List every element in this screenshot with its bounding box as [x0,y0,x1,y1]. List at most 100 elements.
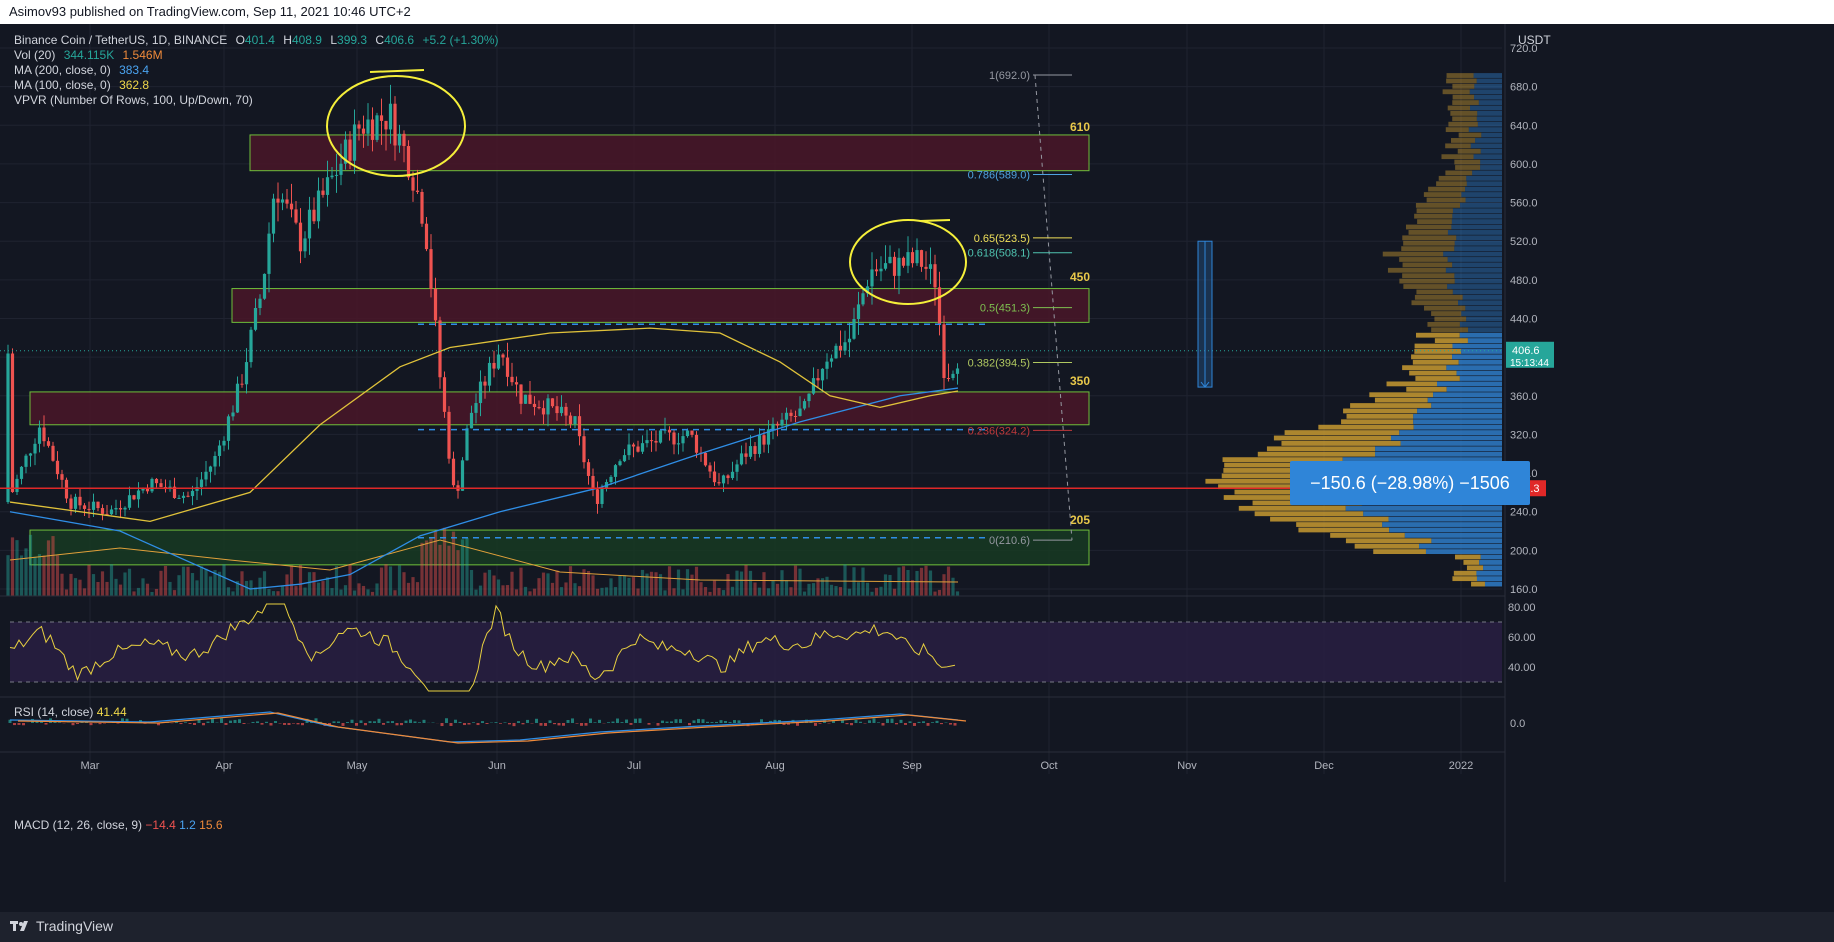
volume-bar [762,572,766,596]
volume-bar [528,591,532,596]
candle-body [199,479,204,488]
vpvr-bar-up [1456,235,1502,241]
vpvr-legend[interactable]: VPVR (Number Of Rows, 100, Up/Down, 70) [14,93,258,108]
volume-bar [496,579,501,596]
volume-bar [123,572,127,596]
volume-bar [451,531,456,596]
volume-bar [181,566,186,596]
vpvr-bar-up [1459,332,1502,338]
candle-body [825,361,829,369]
volume-bar [649,571,654,596]
volume-bar [388,566,393,596]
vpvr-bar-up [1388,516,1502,522]
vpvr-bar-up [1436,381,1502,387]
macd-histogram-bar [544,723,547,726]
macd-histogram-bar [697,718,700,723]
vpvr-bar-up [1467,338,1502,344]
vpvr-bar-up [1462,294,1502,300]
volume-bar [298,564,303,596]
macd-histogram-bar [400,723,403,726]
symbol-legend[interactable]: Binance Coin / TetherUS, 1D, BINANCE O40… [14,33,504,48]
candle-body [465,428,469,461]
volume-bar [352,590,357,596]
volume-bar [514,589,519,596]
candle-body [789,412,793,417]
volume-bar [258,577,262,596]
volume-bar [789,587,793,596]
symbol-name: Binance Coin / TetherUS, 1D, BINANCE [14,33,228,47]
vpvr-bar-up [1427,397,1502,403]
ma200-legend[interactable]: MA (200, close, 0) 383.4 [14,63,154,78]
vol-legend[interactable]: Vol (20) 344.115K 1.546M [14,48,168,63]
candle-body [330,175,334,178]
candle-body [802,401,807,409]
vpvr-bar-up [1476,570,1502,576]
candle-body [748,446,753,457]
volume-bar [235,581,240,596]
macd-histogram-bar [395,723,399,726]
volume-bar [357,583,361,596]
candle-body [609,476,613,483]
volume-bar [105,581,109,596]
macd-histogram-bar [553,723,556,725]
volume-bar [829,584,834,596]
candle-body [510,376,514,383]
volume-bar [87,564,91,596]
macd-histogram-bar [193,723,196,726]
macd-histogram-bar [359,720,363,723]
candle-body [375,115,379,140]
vpvr-bar-up [1452,208,1502,214]
candle-body [730,471,735,479]
volume-bar [775,583,780,596]
vpvr-bar-down [1416,208,1453,214]
macd-histogram-bar [868,720,871,723]
vpvr-bar-down [1445,127,1469,133]
volume-bar [397,565,402,596]
volume-bar [699,582,703,596]
vpvr-bar-up [1447,284,1502,289]
candle-body [361,128,366,134]
volume-bar [478,585,483,596]
ma100-legend[interactable]: MA (100, close, 0) 362.8 [14,78,154,93]
macd-histogram-bar [931,722,934,723]
vpvr-bar-down [1415,202,1461,208]
macd-legend[interactable]: MACD (12, 26, close, 9) −14.4 1.2 15.6 [14,818,223,833]
rsi-legend[interactable]: RSI (14, close) 41.44 [14,705,127,720]
volume-bar [906,569,910,596]
macd-histogram-bar [719,720,723,723]
volume-bar [870,591,874,596]
candles [6,84,960,521]
macd-histogram-bar [710,722,714,723]
candle-body [820,368,825,381]
vpvr-bar-up [1477,121,1502,127]
candle-body [933,264,937,288]
macd-signal-line [17,712,967,744]
ma100-value: 362.8 [119,78,150,92]
candle-body [136,490,141,500]
volume-bar [411,577,415,596]
time-axis-label: Jun [488,760,506,772]
candle-body [897,257,901,276]
macd-histogram-bar [413,721,417,723]
volume-bar [361,585,366,596]
macd-histogram-bar [409,719,412,723]
candle-body [82,505,87,509]
candle-body [172,486,177,499]
candle-body [636,446,640,452]
vpvr-bar-down [1428,186,1466,192]
volume-bar [429,537,433,596]
volume-bar [550,582,555,596]
candle-body [303,238,307,252]
candle-body [420,191,424,224]
volume-bar [280,585,285,596]
chart-canvas[interactable]: 610 450 350 205 1(692.0) 0.786(589.0) 0.65(52… [0,24,1834,912]
candle-body [19,466,24,479]
volume-bar [798,568,802,596]
volume-bar [465,538,469,596]
volume-bar [708,591,712,596]
price-axis-label: 640.0 [1510,120,1538,132]
macd-histogram-bar [908,721,912,723]
candle-body [798,408,802,417]
volume-bar [586,570,591,596]
fib-label: 0.5(451.3) [980,303,1030,315]
